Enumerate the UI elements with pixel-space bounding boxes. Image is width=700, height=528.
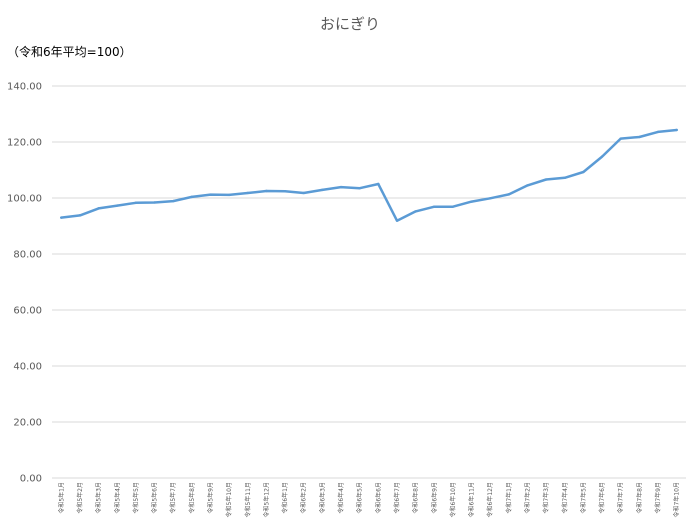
- x-tick-label: 令和6年4月: [337, 482, 345, 514]
- data-point: [600, 155, 604, 158]
- data-point: [190, 195, 194, 199]
- x-tick-label: 令和7年6月: [598, 482, 606, 514]
- data-point: [134, 201, 138, 204]
- x-tick-label: 令和5年9月: [207, 482, 215, 514]
- y-tick-label: 100.00: [7, 194, 42, 205]
- x-tick-label: 令和6年9月: [430, 482, 438, 514]
- data-point: [544, 178, 548, 181]
- data-point: [283, 190, 287, 193]
- x-tick-label: 令和6年10月: [449, 482, 457, 517]
- y-tick-label: 120.00: [7, 138, 42, 149]
- x-tick-label: 令和5年3月: [95, 482, 103, 514]
- y-tick-label: 40.00: [13, 362, 42, 373]
- x-tick-label: 令和7年3月: [542, 482, 550, 514]
- x-tick-label: 令和7年9月: [654, 482, 662, 514]
- data-point: [153, 201, 156, 204]
- y-tick-label: 0.00: [20, 474, 42, 485]
- x-tick-label: 令和5年1月: [57, 482, 65, 514]
- data-point: [377, 182, 380, 186]
- x-tick-label: 令和5年2月: [76, 482, 84, 514]
- data-point: [78, 214, 82, 217]
- x-tick-label: 令和7年1月: [505, 482, 513, 514]
- x-tick-label: 令和5年4月: [113, 482, 121, 514]
- data-point: [60, 216, 63, 219]
- data-point: [246, 191, 249, 195]
- y-tick-label: 140.00: [7, 82, 42, 93]
- data-point: [563, 176, 566, 180]
- chart-title: おにぎり: [319, 15, 380, 33]
- data-point: [582, 170, 585, 174]
- x-tick-label: 令和6年1月: [281, 482, 289, 514]
- y-axis-unit-label: （令和6年平均=100）: [7, 45, 132, 59]
- x-tick-label: 令和6年3月: [318, 482, 326, 514]
- data-point: [638, 135, 641, 139]
- data-point: [489, 197, 492, 200]
- x-tick-label: 令和5年10月: [225, 482, 233, 517]
- data-point: [227, 193, 231, 197]
- x-tick-label: 令和5年7月: [169, 482, 177, 514]
- y-tick-label: 80.00: [13, 250, 42, 261]
- series-line: [60, 128, 678, 222]
- data-point: [451, 205, 455, 208]
- x-tick-label: 令和6年12月: [486, 482, 494, 517]
- x-tick-label: 令和6年6月: [374, 482, 382, 514]
- data-point: [172, 199, 175, 203]
- y-tick-label: 20.00: [13, 418, 42, 429]
- data-point: [526, 184, 529, 187]
- data-point: [358, 187, 361, 190]
- data-point: [116, 204, 119, 207]
- data-point: [507, 193, 511, 196]
- x-tick-label: 令和7年2月: [524, 482, 532, 514]
- x-tick-label: 令和6年11月: [468, 482, 476, 517]
- data-point: [395, 219, 399, 222]
- x-tick-label: 令和6年7月: [393, 482, 401, 514]
- x-tick-label: 令和5年6月: [151, 482, 159, 514]
- data-point: [675, 128, 678, 132]
- x-tick-label: 令和7年8月: [635, 482, 643, 514]
- data-point: [321, 188, 324, 192]
- data-point: [302, 191, 305, 195]
- x-tick-label: 令和6年2月: [300, 482, 308, 514]
- x-tick-label: 令和7年4月: [561, 482, 569, 514]
- x-tick-label: 令和6年8月: [412, 482, 420, 514]
- data-point: [209, 193, 212, 196]
- data-point: [656, 130, 660, 134]
- data-point: [97, 207, 100, 210]
- x-tick-label: 令和7年10月: [673, 482, 681, 517]
- data-point: [470, 200, 473, 203]
- data-point: [265, 189, 268, 193]
- data-point: [339, 185, 343, 189]
- x-tick-label: 令和7年5月: [579, 482, 587, 514]
- x-tick-label: 令和6年5月: [356, 482, 364, 514]
- data-point: [433, 205, 436, 208]
- x-tick-label: 令和7年7月: [617, 482, 625, 514]
- y-tick-label: 60.00: [13, 306, 42, 317]
- x-tick-label: 令和5年11月: [244, 482, 252, 517]
- x-tick-label: 令和5年8月: [188, 482, 196, 514]
- x-tick-label: 令和5年5月: [132, 482, 140, 514]
- x-tick-label: 令和5年12月: [262, 482, 270, 517]
- data-point: [619, 137, 622, 140]
- data-point: [414, 210, 417, 213]
